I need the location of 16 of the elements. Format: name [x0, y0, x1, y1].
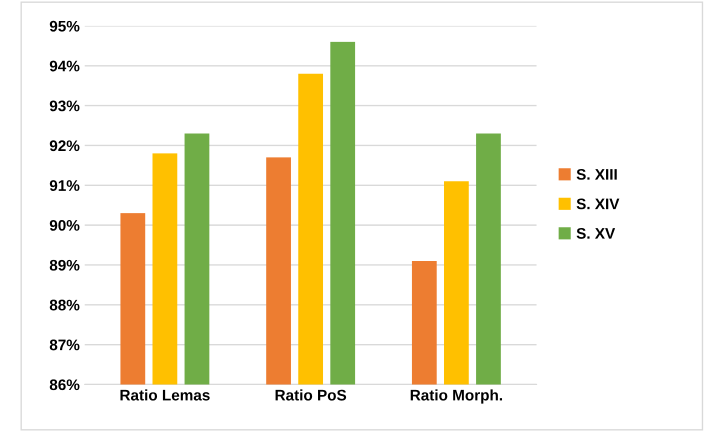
- y-tick-label: 87%: [50, 340, 80, 350]
- y-tick-label: 94%: [50, 60, 80, 72]
- y-tick-label: 88%: [50, 300, 80, 310]
- legend-label: S. XV: [576, 228, 616, 239]
- y-tick-label: 92%: [50, 140, 80, 152]
- y-tick-label: 90%: [50, 220, 80, 231]
- x-tick-label: Ratio Morph.: [410, 389, 502, 404]
- y-tick-label: 89%: [50, 260, 80, 271]
- x-tick-label: Ratio Lemas: [120, 389, 210, 401]
- legend-label: S. XIV: [576, 198, 620, 210]
- x-tick-label: Ratio PoS: [276, 389, 346, 401]
- y-tick-label: 86%: [50, 379, 80, 390]
- y-tick-label: 93%: [50, 100, 80, 112]
- y-tick-label: 91%: [50, 180, 80, 191]
- legend-label: S. XIII: [576, 168, 617, 180]
- y-tick-label: 95%: [50, 20, 80, 32]
